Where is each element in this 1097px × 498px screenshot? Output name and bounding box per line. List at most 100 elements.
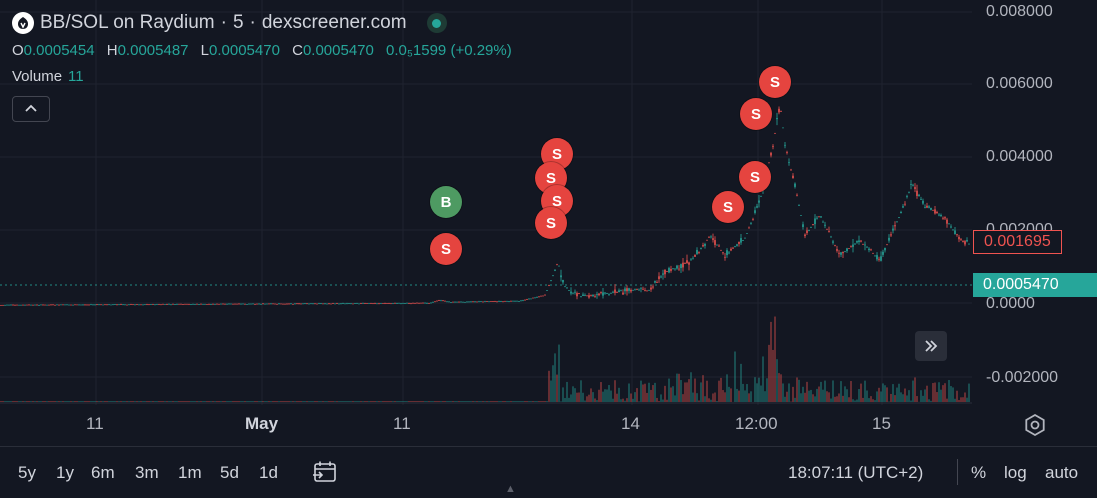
sell-marker[interactable]: S bbox=[535, 207, 567, 239]
timezone-clock[interactable]: 18:07:11 (UTC+2) bbox=[788, 463, 924, 482]
candle-body bbox=[600, 292, 602, 293]
range-6m-button[interactable]: 6m bbox=[91, 463, 115, 482]
candle-body bbox=[722, 252, 724, 254]
volume-bar bbox=[414, 401, 416, 402]
volume-bar bbox=[896, 387, 898, 402]
candle-body bbox=[12, 304, 14, 306]
volume-bar bbox=[122, 401, 124, 402]
range-5y-button[interactable]: 5y bbox=[18, 463, 36, 482]
volume-bar bbox=[378, 401, 380, 402]
buy-marker[interactable]: B bbox=[430, 186, 462, 218]
volume-bar bbox=[108, 401, 110, 402]
volume-bar bbox=[634, 392, 636, 402]
volume-bar bbox=[552, 365, 554, 402]
volume-bar bbox=[408, 401, 410, 402]
volume-bar bbox=[484, 401, 486, 402]
candle-body bbox=[728, 252, 730, 254]
volume-bar bbox=[234, 401, 236, 402]
candle-body bbox=[578, 293, 580, 295]
volume-bar bbox=[348, 401, 350, 402]
sell-marker[interactable]: S bbox=[739, 161, 771, 193]
volume-bar bbox=[366, 401, 368, 402]
candle-body bbox=[224, 303, 226, 305]
volume-bar bbox=[762, 356, 764, 402]
candle-body bbox=[268, 303, 270, 305]
volume-bar bbox=[574, 388, 576, 402]
calendar-range-icon[interactable] bbox=[312, 460, 338, 484]
volume-bar bbox=[532, 401, 534, 402]
volume-bar bbox=[78, 401, 80, 402]
candle-body bbox=[362, 303, 364, 304]
range-1m-button[interactable]: 1m bbox=[178, 463, 202, 482]
volume-bar bbox=[44, 401, 46, 402]
volume-bar bbox=[200, 401, 202, 402]
gear-icon[interactable] bbox=[1022, 412, 1048, 438]
log-scale-button[interactable]: log bbox=[1004, 463, 1027, 482]
range-3m-button[interactable]: 3m bbox=[135, 463, 159, 482]
volume-bar bbox=[162, 401, 164, 402]
range-5d-button[interactable]: 5d bbox=[220, 463, 239, 482]
sell-marker[interactable]: S bbox=[759, 66, 791, 98]
range-1y-button[interactable]: 1y bbox=[56, 463, 74, 482]
candle-body bbox=[896, 221, 898, 223]
candle-body bbox=[912, 184, 914, 186]
candle-body bbox=[790, 169, 792, 171]
candle-body bbox=[498, 301, 500, 302]
candle-body bbox=[582, 294, 584, 296]
volume-bar bbox=[66, 401, 68, 402]
candle-body bbox=[238, 303, 240, 305]
candle-body bbox=[58, 304, 60, 306]
volume-bar bbox=[594, 398, 596, 402]
candle-body bbox=[540, 295, 542, 297]
candle-body bbox=[386, 303, 388, 304]
sell-marker[interactable]: S bbox=[740, 98, 772, 130]
candle-body bbox=[632, 289, 634, 291]
candle-body bbox=[318, 303, 320, 305]
volume-bar bbox=[102, 401, 104, 402]
volume-bar bbox=[708, 398, 710, 402]
volume-bar bbox=[16, 401, 18, 402]
volume-bar bbox=[346, 401, 348, 402]
open-value: 0.0005454 bbox=[23, 42, 95, 59]
sell-marker[interactable]: S bbox=[430, 233, 462, 265]
candle-body bbox=[184, 303, 186, 305]
volume-bar bbox=[486, 401, 488, 402]
price-chart-canvas[interactable] bbox=[0, 0, 972, 405]
volume-bar bbox=[386, 401, 388, 402]
volume-bar bbox=[74, 401, 76, 402]
candle-body bbox=[572, 292, 574, 294]
volume-bar bbox=[362, 401, 364, 402]
volume-bar bbox=[468, 401, 470, 402]
candle-body bbox=[44, 304, 46, 306]
sell-marker[interactable]: S bbox=[712, 191, 744, 223]
candle-body bbox=[110, 304, 112, 306]
collapse-legend-button[interactable] bbox=[12, 96, 50, 122]
candle-body bbox=[352, 303, 354, 305]
volume-bar bbox=[226, 401, 228, 402]
volume-bar bbox=[934, 382, 936, 402]
volume-bar bbox=[840, 381, 842, 402]
candle-body bbox=[536, 296, 538, 298]
volume-bar bbox=[906, 395, 908, 402]
volume-bar bbox=[380, 401, 382, 402]
auto-scale-button[interactable]: auto bbox=[1045, 463, 1079, 482]
percent-scale-button[interactable]: % bbox=[971, 463, 987, 482]
range-1d-button[interactable]: 1d bbox=[259, 463, 278, 482]
volume-bar bbox=[534, 401, 536, 402]
scroll-to-realtime-button[interactable] bbox=[915, 331, 947, 361]
expand-toolbar-icon[interactable]: ▲ bbox=[505, 483, 516, 495]
volume-bar bbox=[502, 401, 504, 402]
volume-bar bbox=[712, 393, 714, 402]
volume-bar bbox=[88, 401, 90, 402]
candle-body bbox=[804, 234, 806, 237]
candle-body bbox=[700, 248, 702, 250]
candle-body bbox=[866, 246, 868, 248]
candle-body bbox=[724, 256, 726, 258]
candle-body bbox=[626, 288, 628, 292]
candle-body bbox=[480, 301, 482, 303]
volume-bar bbox=[70, 401, 72, 402]
volume-bar bbox=[964, 392, 966, 402]
candle-body bbox=[134, 304, 136, 306]
volume-bar bbox=[420, 401, 422, 402]
